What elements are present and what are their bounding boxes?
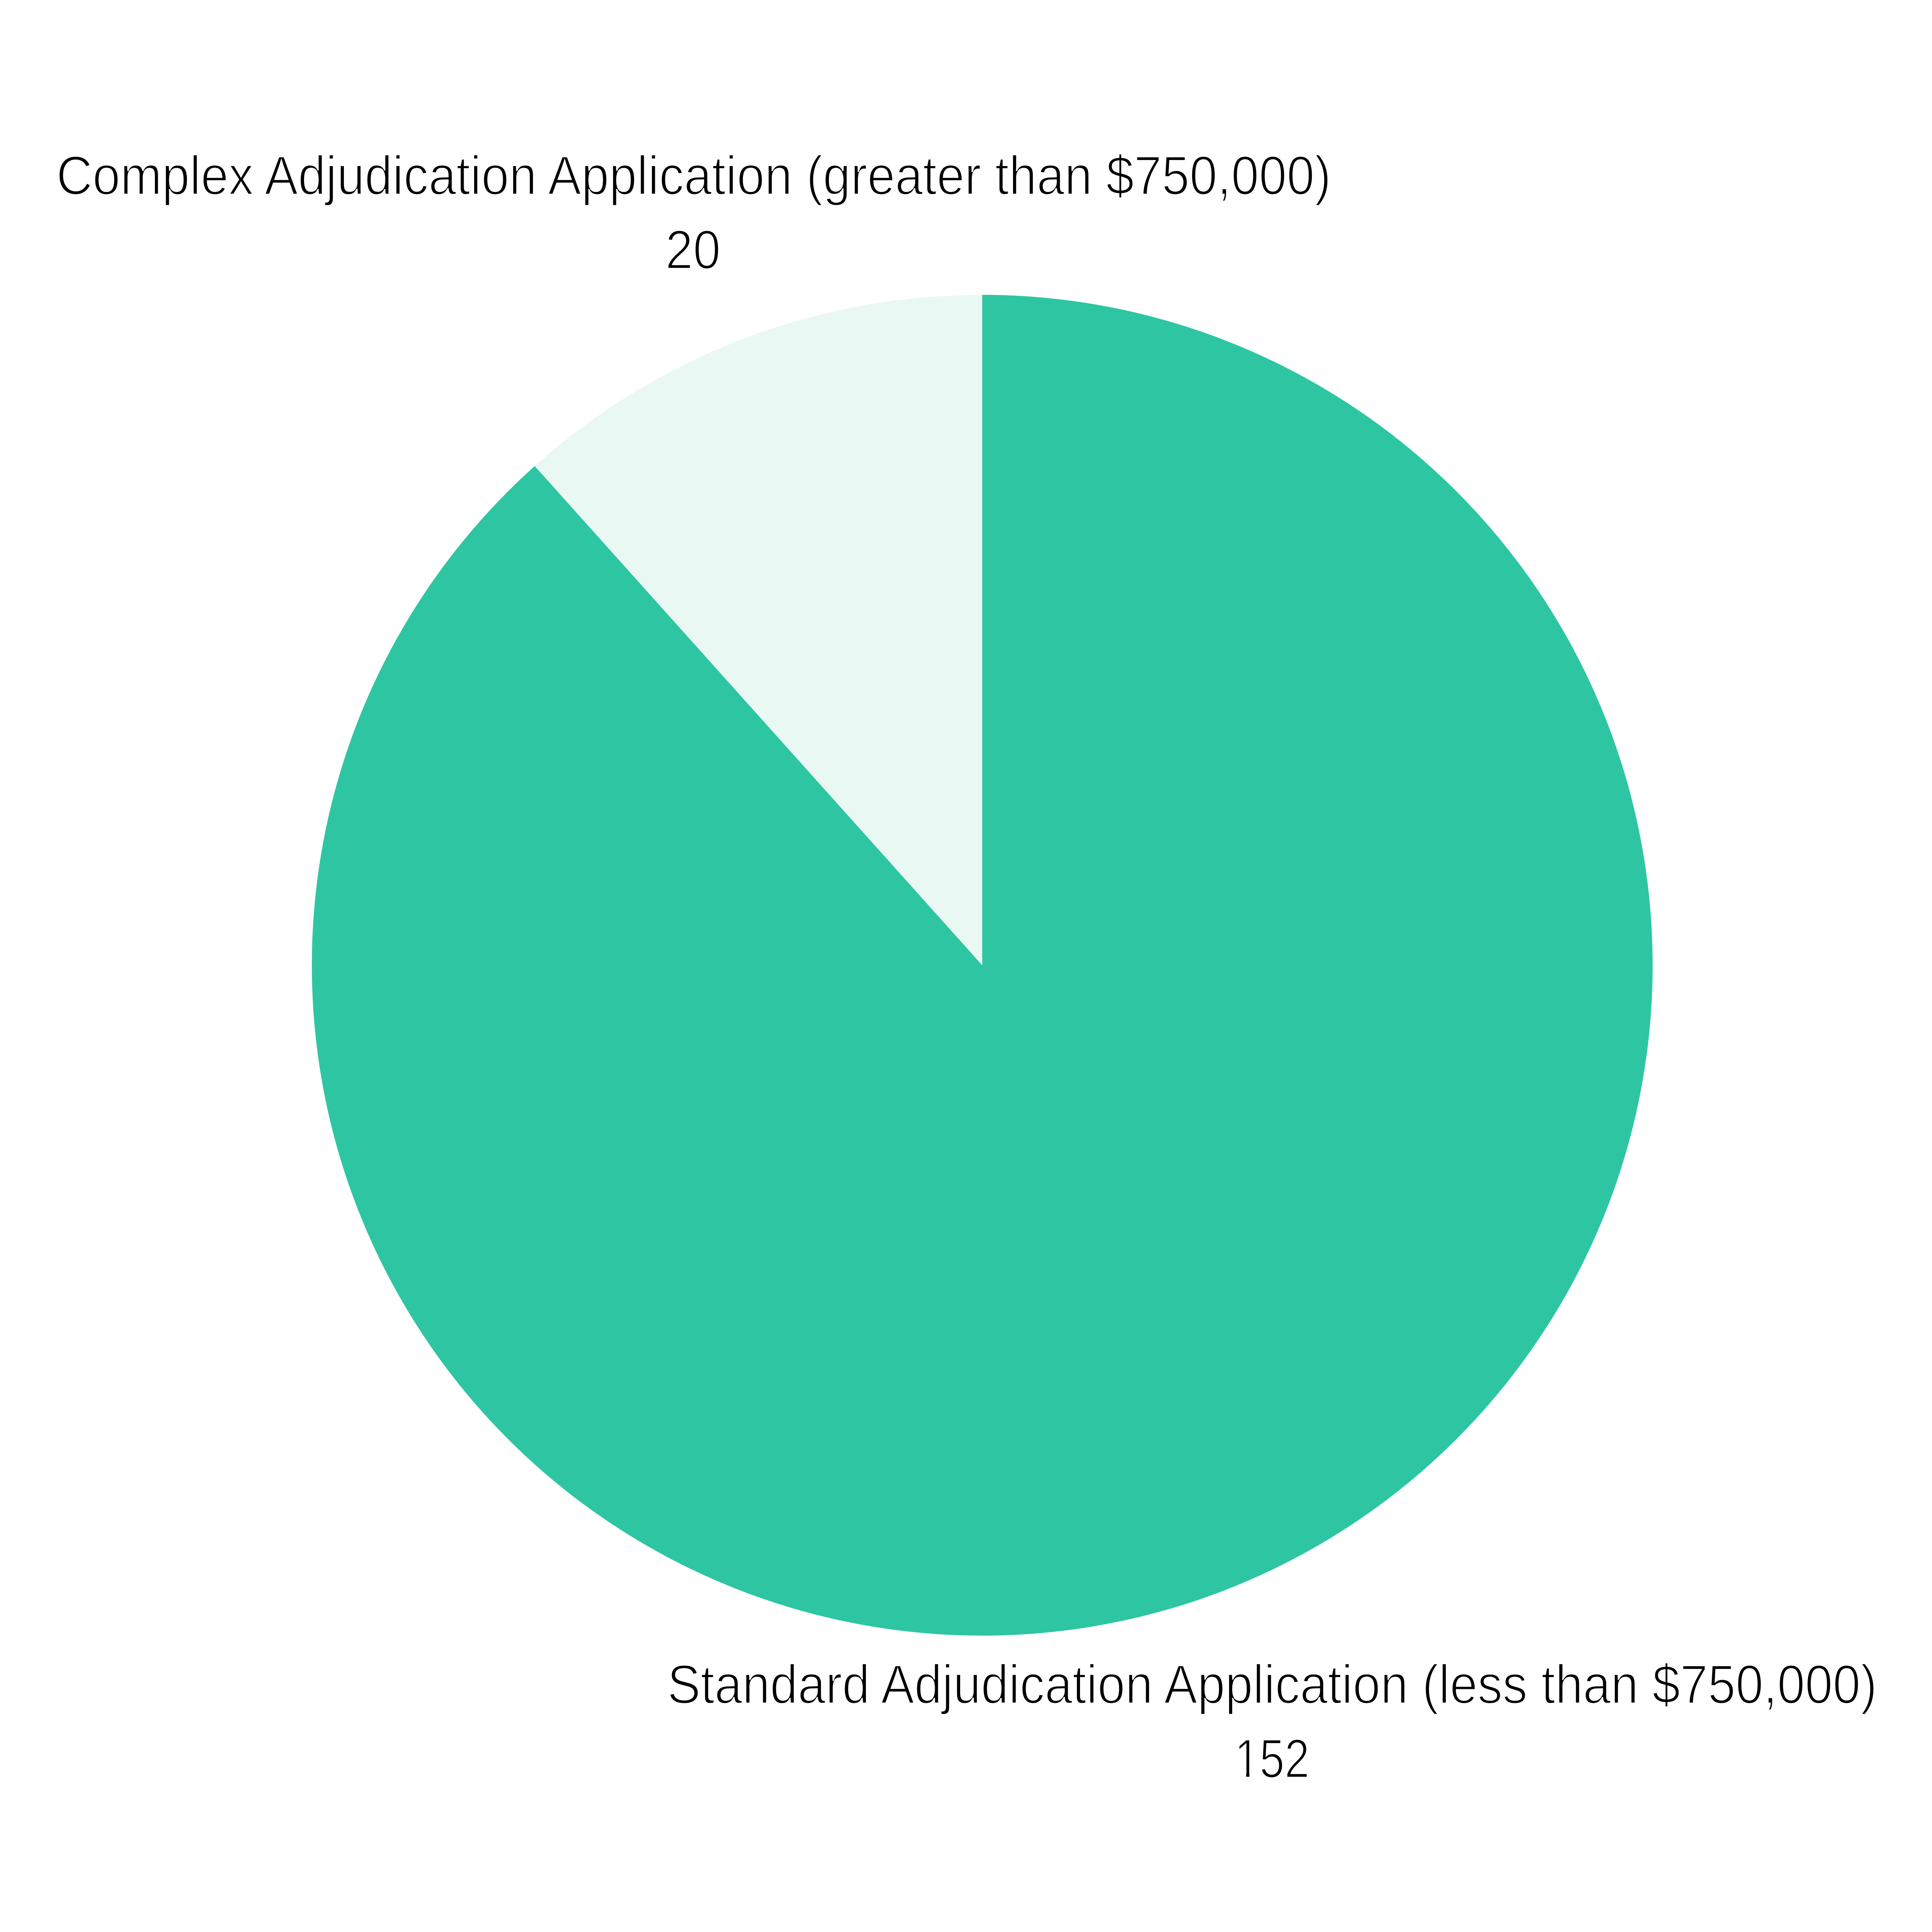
svg-text:20: 20 [665,219,721,281]
svg-text:Complex Adjudication Applicati: Complex Adjudication Application (greate… [56,145,1331,206]
svg-text:Standard Adjudication Applicat: Standard Adjudication Application (less … [667,1654,1877,1715]
svg-text:152: 152 [1235,1728,1310,1789]
